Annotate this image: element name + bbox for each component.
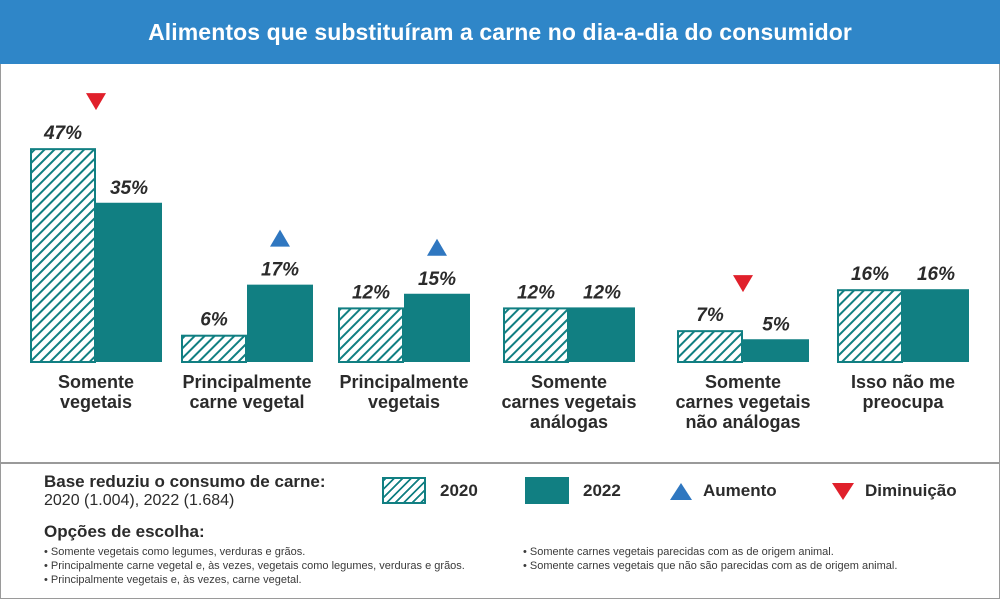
bar-2022 [743, 339, 809, 362]
category-label: Principalmente [182, 372, 311, 392]
option-item: Principalmente carne vegetal e, às vezes… [44, 559, 465, 573]
bar-2020 [30, 148, 96, 364]
category-label: não análogas [685, 412, 800, 432]
category-label: Somente [531, 372, 607, 392]
option-item: Somente carnes vegetais que não são pare… [523, 559, 898, 573]
option-item: Somente vegetais como legumes, verduras … [44, 545, 465, 559]
legend-swatch-2022 [525, 477, 569, 504]
bar-2022 [569, 307, 635, 362]
legend-2020: 2020 [382, 477, 478, 504]
value-label: 16% [917, 264, 955, 285]
change-markers-group [86, 93, 753, 293]
legend-increase: Aumento [670, 481, 777, 501]
category-label: Somente [58, 372, 134, 392]
category-label: carne vegetal [189, 392, 304, 412]
category-label: vegetais [60, 392, 132, 412]
value-label: 35% [110, 178, 148, 199]
options-list-right: Somente carnes vegetais parecidas com as… [523, 545, 898, 573]
base-values: 2020 (1.004), 2022 (1.684) [44, 492, 235, 509]
value-labels-group: 47% 35% 6% 17% 12% 15% 12% 12% 7% 5% 16% 16% [43, 123, 955, 335]
bar-2020 [181, 334, 247, 364]
title-bar: Alimentos que substituíram a carne no di… [0, 0, 1000, 64]
bar-2020 [503, 307, 569, 363]
value-label: 5% [762, 314, 790, 335]
legend-separator [0, 462, 1000, 464]
legend-swatch-2020 [382, 477, 426, 504]
value-label: 12% [352, 282, 390, 303]
options-title: Opções de escolha: [44, 522, 205, 541]
bars-group [30, 148, 969, 364]
legend-label-increase: Aumento [703, 481, 777, 500]
category-label: Isso não me [851, 372, 955, 392]
bar-2022 [247, 284, 313, 362]
category-label: carnes vegetais [675, 392, 810, 412]
option-item: Principalmente vegetais e, às vezes, car… [44, 573, 465, 587]
bar-2022 [903, 289, 969, 362]
value-label: 16% [851, 264, 889, 285]
value-label: 6% [200, 310, 228, 331]
legend-label-decrease: Diminuição [865, 481, 957, 500]
legend-label-2020: 2020 [440, 480, 478, 500]
category-label: carnes vegetais [501, 392, 636, 412]
option-item: Somente carnes vegetais parecidas com as… [523, 545, 897, 559]
legend-label-2022: 2022 [583, 480, 621, 500]
decrease-marker-icon [86, 93, 106, 111]
increase-triangle-icon [670, 482, 692, 500]
base-title: Base reduziu o consumo de carne: [44, 472, 326, 491]
value-label: 15% [418, 269, 456, 290]
value-label: 17% [261, 260, 299, 281]
value-label: 12% [583, 282, 621, 303]
value-label: 7% [696, 305, 724, 326]
category-label: Principalmente [339, 372, 468, 392]
category-label: análogas [530, 412, 608, 432]
value-label: 47% [43, 123, 82, 144]
decrease-triangle-icon [832, 482, 854, 500]
bar-2022 [404, 293, 470, 362]
bar-2020 [338, 307, 404, 363]
category-label: preocupa [862, 392, 944, 412]
chart-title: Alimentos que substituíram a carne no di… [148, 18, 852, 45]
options-list-left: Somente vegetais como legumes, verduras … [44, 545, 465, 587]
legend-2022: 2022 [525, 477, 621, 504]
legend-decrease: Diminuição [832, 481, 957, 501]
category-label: vegetais [368, 392, 440, 412]
bar-chart: 47% 35% 6% 17% 12% 15% 12% 12% 7% 5% 16% 16% Soment… [30, 93, 969, 432]
increase-marker-icon [427, 238, 447, 256]
category-label: Somente [705, 372, 781, 392]
bar-2020 [677, 330, 743, 363]
increase-marker-icon [270, 229, 290, 247]
bar-2022 [96, 202, 162, 362]
decrease-marker-icon [733, 275, 753, 293]
value-label: 12% [517, 282, 555, 303]
bar-2020 [837, 289, 903, 363]
